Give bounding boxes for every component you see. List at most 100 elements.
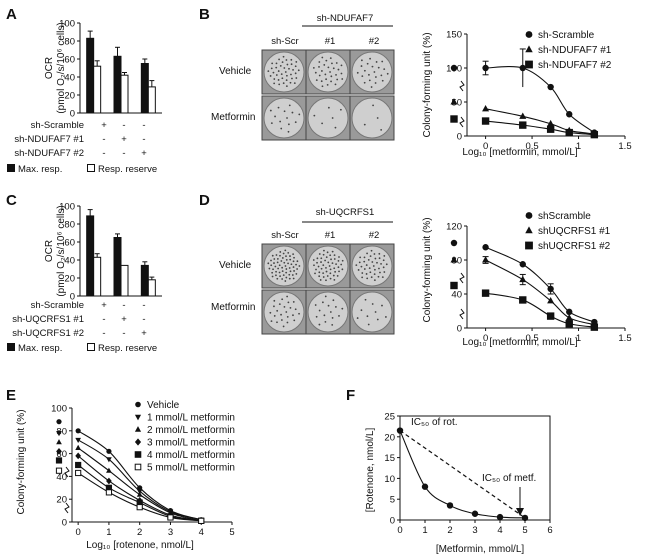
panel-d-colony-dot [281, 298, 284, 301]
panel-d-plate-dish [307, 291, 349, 333]
panel-c-ylabel-line2: (pmol O₂/s/10⁶ cells) [56, 205, 67, 296]
panel-b-colony-dot [370, 86, 373, 88]
panel-d-colony-dot [298, 265, 301, 267]
panel-d-colony-dot [268, 267, 271, 270]
panel-b-colony-dot [283, 67, 286, 69]
panel-d-colony-dot [332, 274, 335, 277]
panel-b-legend-label: sh-Scramble [538, 30, 595, 41]
panel-d-colony-dot [287, 262, 289, 265]
panel-d-data-point [546, 312, 555, 320]
panel-a-ylabel: OCR (pmol O₂/s/10⁶ cells) [44, 22, 67, 113]
panel-d-colony-dot [269, 311, 272, 314]
panel-b-colony-dot [294, 65, 297, 68]
panel-f-x-tick-label: 0 [397, 525, 402, 536]
panel-d-colony-dot [271, 254, 274, 257]
panel-e-y-tick-label: 40 [56, 472, 67, 483]
panel-b-colony-dot [275, 74, 278, 76]
panel-b-colony-dot [281, 61, 284, 64]
panel-d-colony-dot [285, 255, 287, 258]
panel-b-colony-dot [297, 69, 300, 72]
panel-b-colony-dot [383, 68, 386, 71]
panel-d-colony-dot [324, 320, 327, 323]
panel-d-series-line [485, 292, 595, 328]
panel-b-colony-dot [381, 60, 384, 63]
panel-b-axis-point [450, 64, 458, 72]
panel-d-data-point [519, 261, 526, 268]
panel-b-colony-dot [293, 82, 296, 84]
panel-a-legend-resp-reserve: Resp. reserve [98, 164, 157, 175]
panel-d-colony-dot [298, 312, 300, 315]
panel-d-colony-dot [314, 304, 317, 306]
panel-d-colony-dot [284, 249, 287, 252]
panel-c-y-tick-label: 100 [59, 202, 75, 213]
panel-d-colony-dot [325, 256, 328, 259]
panel-b-x-tick-label: 0 [483, 141, 488, 152]
panel-b-colony-dot [325, 78, 328, 81]
panel-d-colony-dot [357, 269, 360, 271]
panel-e-x-tick-label: 2 [137, 527, 142, 538]
panel-d-colony-dot [289, 255, 291, 257]
panel-d-colony-dot [285, 271, 288, 274]
panel-d-data-point [519, 275, 527, 283]
panel-b-colony-dot [372, 104, 374, 107]
panel-a-bar [113, 55, 122, 114]
panel-b-legend-marker [525, 60, 533, 69]
panel-b-axis-break-mark [459, 80, 465, 92]
panel-d-colony-dot [285, 268, 288, 270]
panel-d-colony-dot [329, 268, 332, 271]
panel-b-colony-dot [295, 77, 298, 79]
panel-d-axis-break-mark [459, 272, 465, 284]
panel-d-colony-dot [293, 270, 295, 272]
panel-d-colony-dot [379, 271, 381, 274]
panel-d-colony-dot [315, 268, 317, 271]
panel-e-x-tick-label: 3 [168, 527, 173, 538]
panel-c-y-tick-label: 20 [64, 274, 75, 285]
panel-c-bar [120, 264, 129, 297]
panel-d-row-label-vehicle: Vehicle [219, 260, 252, 271]
panel-f-data-point [496, 513, 504, 521]
panel-d-colony-dot [382, 259, 385, 262]
panel-d-colony-dot [292, 266, 295, 268]
panel-d-colony-dot [341, 259, 344, 262]
panel-c-legend-resp-reserve: Resp. reserve [98, 343, 157, 354]
panel-c-bars [86, 209, 156, 297]
panel-d-colony-dot [289, 270, 292, 273]
panel-b-colony-dot [318, 66, 320, 68]
panel-d-colony-dot [341, 307, 344, 310]
panel-d-col-label: #1 [325, 230, 336, 241]
panel-d-colony-dot [275, 274, 277, 277]
panel-b-y-tick-label: 50 [451, 98, 462, 109]
panel-d-colony-dot [369, 255, 372, 258]
panel-d-colony-dot [326, 251, 329, 254]
panel-d-colony-dot [337, 259, 340, 262]
panel-e-x-tick-label: 5 [229, 527, 234, 538]
panel-f-x-tick-label: 2 [447, 525, 452, 536]
panel-b-x-tick-label: 1 [576, 141, 581, 152]
panel-b-colony-dot [279, 64, 282, 67]
panel-d-colony-dot [373, 253, 376, 255]
panel-d-colony-dot [278, 271, 281, 274]
panel-d-colony-dot [334, 306, 337, 308]
panel-d-plate-dish [351, 291, 393, 333]
panel-d-colony-dot [320, 267, 323, 270]
panel-d-colony-dot [361, 272, 364, 274]
panel-d-colony-dot [365, 264, 368, 266]
panel-d-colony-dot [292, 253, 295, 256]
panel-d-colony-dot [273, 315, 276, 317]
panel-d-colony-dot [289, 258, 292, 261]
panel-b-group-header: sh-NDUFAF7 [317, 13, 373, 24]
panel-d-legend-label: shUQCRFS1 #2 [538, 241, 611, 252]
panel-d-x-tick-label: 1 [576, 333, 581, 344]
panel-e-x-tick-label: 4 [199, 527, 204, 538]
panel-d-colony-dot [288, 277, 291, 280]
panel-d-legend-marker [525, 241, 533, 250]
panel-b-data-point [482, 64, 489, 72]
panel-d-colony-dot [356, 317, 359, 319]
panel-d-colony-dot [284, 265, 287, 267]
panel-b-colony-dot [278, 83, 281, 86]
panel-a-bar [140, 63, 149, 114]
panel-d-colony-dot [270, 320, 273, 323]
panel-b-colony-dot [289, 81, 292, 84]
panel-b-colony-dot [336, 78, 339, 81]
panel-d-letter: D [199, 192, 210, 209]
